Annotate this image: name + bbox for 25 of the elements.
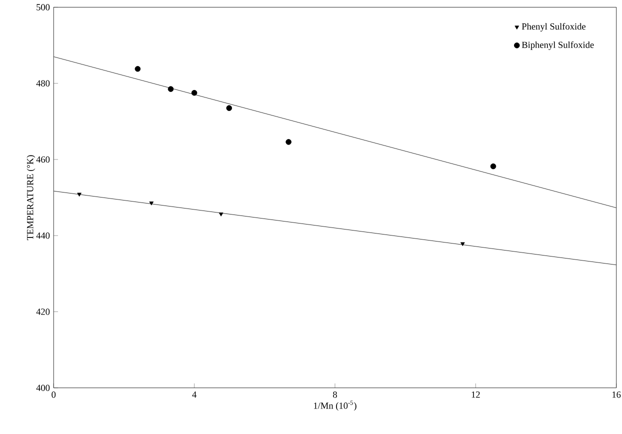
legend-label: Phenyl Sulfoxide [522,22,586,32]
y-tick-label: 440 [36,232,50,239]
point [149,201,154,206]
point [77,192,82,196]
y-tick-label: 500 [36,4,50,10]
x-tick-label: 8 [333,391,337,398]
x-tick-label: 16 [612,391,621,398]
point [226,105,232,111]
legend-label: Biphenyl Sulfoxide [522,41,594,50]
y-tick-label: 480 [36,80,50,86]
point [191,90,198,96]
point [286,138,292,145]
point [218,212,224,216]
x-tick-label: 12 [472,391,480,398]
point [460,242,465,246]
x-tick-label: 0 [52,391,56,398]
y-tick-label: 420 [36,308,50,315]
y-tick-label: 400 [36,384,50,391]
y-tick-label: 460 [36,156,50,162]
point [134,66,141,72]
y-axis-title: TEMPERATURE (°K) [26,155,36,240]
point [490,163,496,170]
point [168,86,174,92]
x-tick-label: 4 [192,391,196,398]
x-axis-title: 1/Mn (10$^{-5}$) [314,400,356,411]
